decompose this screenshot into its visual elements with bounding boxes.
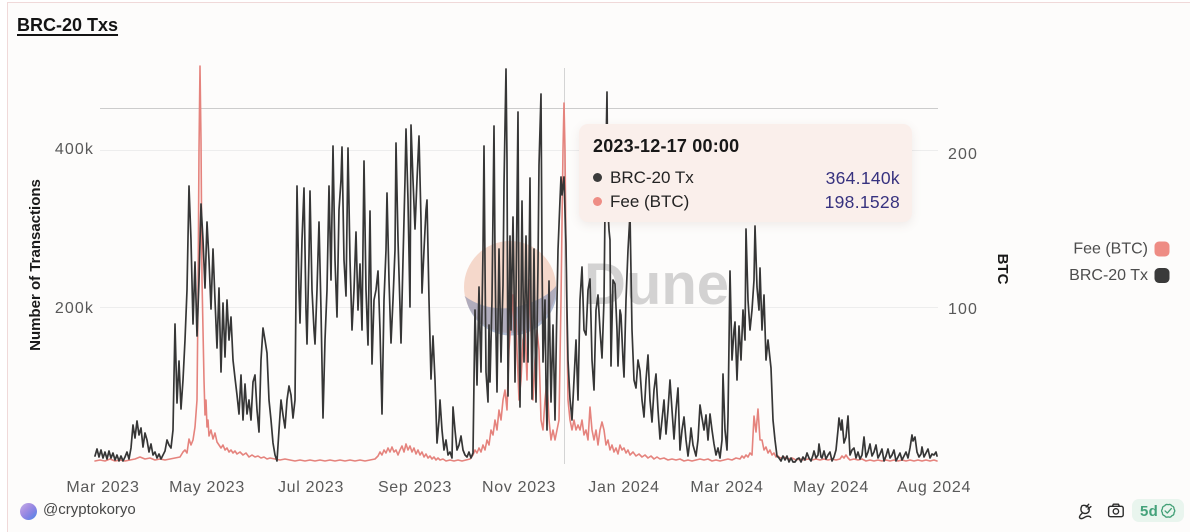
svg-text:Number of Transactions: Number of Transactions [27,179,44,351]
svg-text:Mar 2023: Mar 2023 [66,479,139,496]
svg-text:Aug 2024: Aug 2024 [897,479,971,496]
svg-text:200k: 200k [55,300,94,317]
svg-text:200: 200 [948,146,978,163]
svg-text:May 2024: May 2024 [793,479,869,496]
svg-text:100: 100 [948,301,978,318]
svg-text:May 2023: May 2023 [169,479,245,496]
svg-text:Jan 2024: Jan 2024 [588,479,659,496]
svg-text:BTC: BTC [994,254,1011,285]
svg-text:Nov 2023: Nov 2023 [482,479,556,496]
svg-text:BRC-20 Tx: BRC-20 Tx [1069,267,1148,284]
svg-text:400k: 400k [55,141,94,158]
svg-text:Mar 2024: Mar 2024 [690,479,763,496]
svg-text:Fee (BTC): Fee (BTC) [1073,241,1148,258]
svg-text:Jul 2023: Jul 2023 [278,479,344,496]
svg-text:Dune: Dune [584,252,729,317]
svg-text:Sep 2023: Sep 2023 [378,479,452,496]
